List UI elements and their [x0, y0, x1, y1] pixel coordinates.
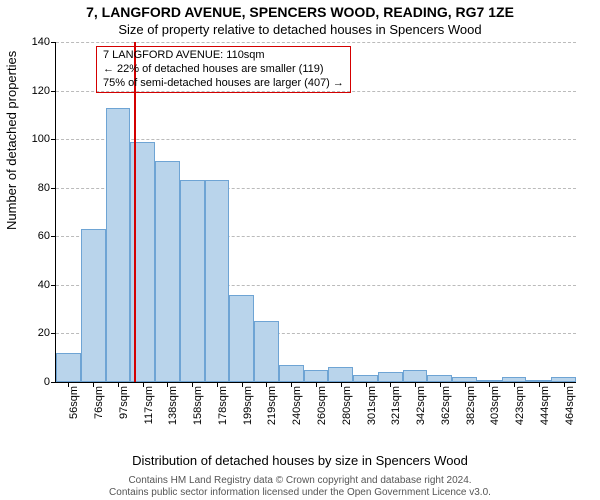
- x-tick-label: 301sqm: [366, 382, 378, 425]
- histogram-bar: [205, 180, 230, 382]
- x-tick-label: 403sqm: [489, 382, 501, 425]
- histogram-bar: [403, 370, 428, 382]
- histogram-bar: [56, 353, 81, 382]
- x-tick-label: 280sqm: [341, 382, 353, 425]
- histogram-bar: [378, 372, 403, 382]
- info-box-line-1: 7 LANGFORD AVENUE: 110sqm: [103, 49, 344, 63]
- histogram-bar: [81, 229, 106, 382]
- histogram-bar: [328, 367, 353, 382]
- chart-title-sub: Size of property relative to detached ho…: [0, 22, 600, 37]
- footer-line-2: Contains public sector information licen…: [0, 487, 600, 499]
- x-tick-label: 260sqm: [316, 382, 328, 425]
- footer-line-1: Contains HM Land Registry data © Crown c…: [0, 475, 600, 487]
- histogram-bar: [180, 180, 205, 382]
- y-tick-label: 100: [32, 133, 56, 145]
- y-tick-label: 40: [38, 279, 56, 291]
- y-tick-label: 80: [38, 182, 56, 194]
- histogram-bar: [279, 365, 304, 382]
- x-tick-label: 342sqm: [415, 382, 427, 425]
- x-tick-label: 97sqm: [118, 382, 130, 419]
- x-tick-label: 199sqm: [242, 382, 254, 425]
- y-tick-label: 60: [38, 230, 56, 242]
- x-tick-label: 321sqm: [390, 382, 402, 425]
- chart-title-main: 7, LANGFORD AVENUE, SPENCERS WOOD, READI…: [0, 4, 600, 20]
- plot-area: 02040608010012014056sqm76sqm97sqm117sqm1…: [55, 42, 576, 383]
- histogram-bar: [254, 321, 279, 382]
- histogram-bar: [304, 370, 329, 382]
- histogram-bar: [353, 375, 378, 382]
- histogram-bar: [106, 108, 131, 382]
- footer-attribution: Contains HM Land Registry data © Crown c…: [0, 475, 600, 498]
- property-info-box: 7 LANGFORD AVENUE: 110sqm← 22% of detach…: [96, 46, 351, 93]
- y-tick-label: 120: [32, 85, 56, 97]
- x-tick-label: 138sqm: [167, 382, 179, 425]
- x-tick-label: 178sqm: [217, 382, 229, 425]
- chart-container: 7, LANGFORD AVENUE, SPENCERS WOOD, READI…: [0, 0, 600, 500]
- x-tick-label: 362sqm: [440, 382, 452, 425]
- info-box-line-3: 75% of semi-detached houses are larger (…: [103, 77, 344, 91]
- x-tick-label: 76sqm: [93, 382, 105, 419]
- y-tick-label: 140: [32, 36, 56, 48]
- x-tick-label: 444sqm: [539, 382, 551, 425]
- x-tick-label: 56sqm: [68, 382, 80, 419]
- histogram-bar: [155, 161, 180, 382]
- x-tick-label: 464sqm: [564, 382, 576, 425]
- x-tick-label: 423sqm: [514, 382, 526, 425]
- x-tick-label: 240sqm: [291, 382, 303, 425]
- histogram-bar: [229, 295, 254, 382]
- x-tick-label: 219sqm: [266, 382, 278, 425]
- x-tick-label: 382sqm: [465, 382, 477, 425]
- x-axis-label: Distribution of detached houses by size …: [0, 453, 600, 468]
- y-axis-label: Number of detached properties: [4, 51, 19, 230]
- x-tick-label: 158sqm: [192, 382, 204, 425]
- y-tick-label: 20: [38, 327, 56, 339]
- histogram-bar: [427, 375, 452, 382]
- x-tick-label: 117sqm: [143, 382, 155, 424]
- info-box-line-2: ← 22% of detached houses are smaller (11…: [103, 63, 344, 77]
- y-tick-label: 0: [44, 376, 56, 388]
